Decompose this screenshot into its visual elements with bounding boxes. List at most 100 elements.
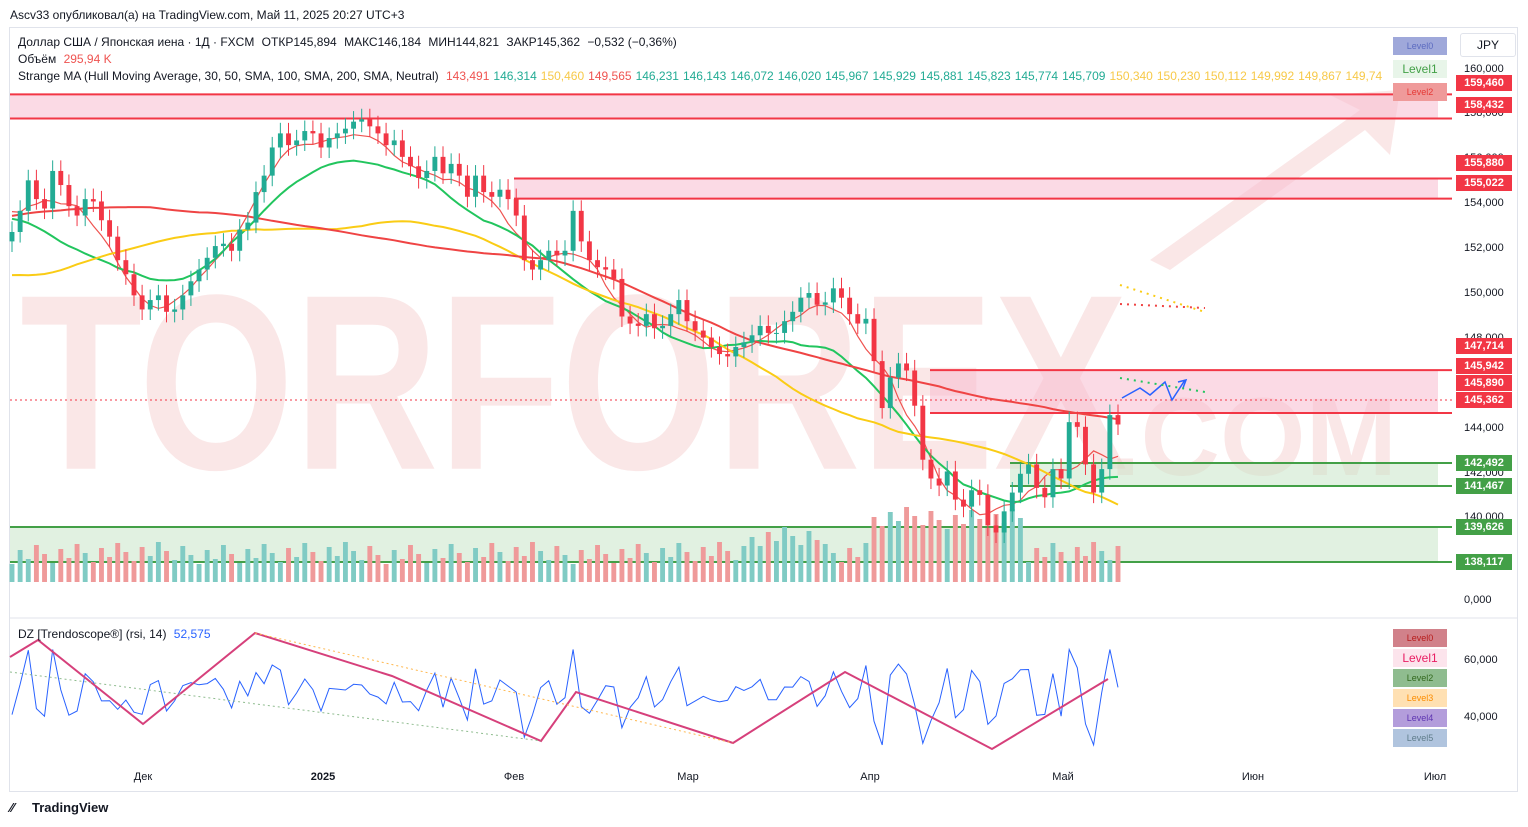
volume-bar — [684, 552, 690, 582]
level-box: Level4 — [1393, 709, 1447, 727]
candle-body — [977, 490, 983, 495]
candle-body — [74, 206, 80, 216]
ma-value: 143,491 — [446, 69, 490, 83]
candle-body — [871, 318, 877, 362]
ma-value: 146,143 — [682, 69, 727, 83]
volume-bar — [1026, 562, 1031, 582]
volume-bar — [1034, 548, 1040, 582]
candle-body — [440, 156, 446, 174]
candle-body — [294, 140, 300, 146]
volume-bar — [774, 541, 779, 582]
date-axis-tick: Июн — [1241, 771, 1265, 783]
candle-body — [904, 363, 909, 371]
candle-body — [261, 175, 267, 193]
volume-bar — [749, 537, 755, 582]
candle-body — [375, 126, 381, 134]
high-label: МАКС — [344, 35, 378, 49]
candle-body — [25, 180, 31, 211]
volume-bar — [1107, 560, 1113, 582]
volume-bar — [952, 515, 958, 582]
candle-body — [367, 119, 373, 127]
volume-bar — [391, 550, 397, 582]
candle-body — [782, 321, 788, 333]
rsi-legend: DZ [Trendoscope®] (rsi, 14) 52,575 — [18, 627, 215, 641]
price-axis-tick: 160,000 — [1464, 63, 1504, 75]
candle-body — [595, 260, 600, 268]
volume-bar — [1091, 542, 1097, 582]
volume-bar — [74, 544, 80, 582]
candle-body — [521, 215, 527, 261]
volume-bar — [1050, 543, 1056, 582]
ma-value: 145,929 — [872, 69, 916, 83]
candle-body — [188, 281, 194, 296]
volume-bar — [359, 560, 365, 582]
ma-value: 146,314 — [493, 69, 537, 83]
tradingview-logo[interactable]: ⁄⁄ TradingView — [10, 800, 108, 815]
price-tag: 145,362 — [1456, 392, 1512, 408]
volume-bar — [1074, 547, 1080, 582]
ma-value: 150,230 — [1156, 69, 1201, 83]
ma-100-line — [11, 220, 1119, 506]
candle-body — [42, 199, 47, 209]
candle-body — [155, 295, 161, 301]
ma-value: 146,020 — [777, 69, 822, 83]
candle-body — [863, 318, 869, 324]
candle-body — [473, 175, 478, 197]
volume-bar — [643, 553, 649, 582]
price-tag: 155,880 — [1456, 155, 1512, 171]
candle-body — [229, 243, 235, 251]
volume-bar — [367, 546, 373, 582]
volume-bar — [269, 553, 275, 582]
candle-body — [879, 361, 885, 409]
rsi-trend-a — [9, 671, 542, 742]
candle-body — [1017, 473, 1023, 493]
level-box: Level2 — [1393, 669, 1447, 687]
candle-body — [993, 525, 999, 533]
candle-body — [985, 494, 991, 526]
volume-bar — [652, 562, 657, 582]
candle-body — [700, 330, 706, 338]
volume-bar — [708, 556, 714, 582]
volume-bar — [245, 549, 251, 582]
candle-body — [17, 210, 23, 232]
candle-body — [1058, 469, 1064, 479]
ma-value: 150,340 — [1109, 69, 1153, 83]
candle-body — [1074, 422, 1080, 427]
volume-legend: Объём 295,94 K — [18, 52, 116, 66]
volume-bar — [1058, 552, 1064, 582]
ma-value: 150,460 — [540, 69, 585, 83]
candle-body — [887, 377, 893, 409]
candle-body — [489, 192, 495, 197]
price-tag: 147,714 — [1456, 338, 1512, 354]
zone-band — [930, 370, 1438, 413]
change-value: −0,532 (−0,36%) — [587, 35, 677, 49]
candle-body — [1026, 464, 1031, 474]
volume-bar — [50, 563, 56, 582]
volume-bar — [839, 562, 844, 582]
currency-button[interactable]: JPY — [1460, 33, 1516, 57]
candle-body — [814, 293, 820, 305]
candle-body — [310, 131, 316, 134]
ma-value: 145,881 — [919, 69, 964, 83]
candle-body — [139, 295, 145, 310]
candle-body — [822, 302, 828, 305]
volume-bar — [676, 543, 682, 582]
volume-bar — [131, 561, 137, 582]
candle-body — [1099, 469, 1105, 493]
volume-bar — [115, 543, 121, 582]
candle-body — [969, 490, 975, 507]
volume-bar — [399, 559, 405, 582]
volume-bar — [497, 552, 503, 582]
ma-label: Strange MA (Hull Moving Average, 30, 50,… — [18, 69, 439, 83]
candle-body — [578, 210, 584, 242]
volume-bar — [107, 557, 113, 582]
volume-bar — [229, 554, 235, 582]
volume-bar — [668, 557, 674, 582]
candle-body — [749, 335, 755, 343]
volume-bar — [277, 562, 283, 582]
level-box: Level2 — [1393, 83, 1447, 101]
volume-bar — [521, 556, 527, 582]
price-tag: 138,117 — [1456, 554, 1512, 570]
candle-body — [643, 314, 649, 326]
